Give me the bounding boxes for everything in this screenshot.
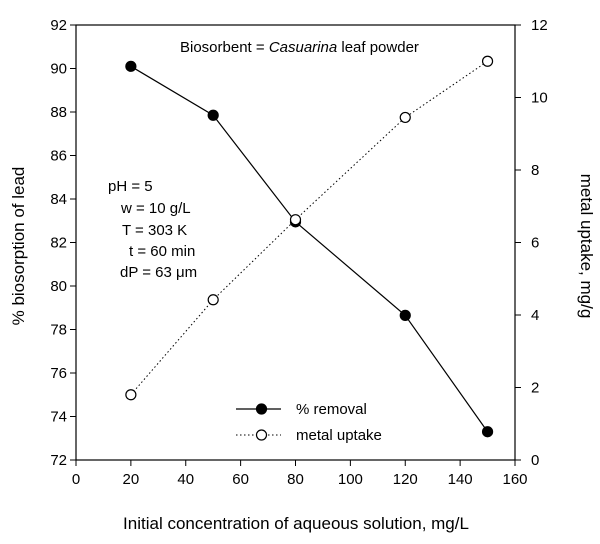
y-tick-label: 88 — [50, 104, 67, 121]
annotation-ph: pH = 5 — [108, 178, 153, 195]
series-1-point — [125, 60, 137, 72]
series-points — [125, 55, 494, 438]
series-2-point — [481, 55, 494, 67]
annotation-w: w = 10 g/L — [120, 200, 191, 217]
annotation-time: t = 60 min — [129, 243, 195, 260]
legend-label-1: % removal — [296, 401, 367, 418]
y-axis-title: % biosorption of lead — [9, 167, 28, 326]
y-tick-label: 76 — [50, 365, 67, 382]
y2-axis-ticks: 0 2 4 6 8 10 12 — [515, 17, 548, 469]
legend-label-2: metal uptake — [296, 427, 382, 444]
y2-tick-label: 6 — [531, 235, 539, 252]
y2-tick-label: 2 — [531, 380, 539, 397]
y2-tick-label: 0 — [531, 452, 539, 469]
x-tick-label: 80 — [287, 471, 304, 488]
biosorbent-suffix: leaf powder — [337, 39, 419, 56]
y-tick-label: 72 — [50, 452, 67, 469]
series-1-point — [399, 309, 411, 321]
y-axis-ticks: 72 74 76 78 80 82 84 86 88 90 92 — [50, 17, 76, 469]
x-tick-label: 100 — [338, 471, 363, 488]
y-tick-label: 82 — [50, 235, 67, 252]
legend-marker-1 — [255, 403, 268, 415]
series-2-point — [207, 294, 219, 306]
annotation-temperature: T = 303 K — [122, 222, 187, 239]
x-axis-title: Initial concentration of aqueous solutio… — [123, 514, 469, 533]
biosorbent-name: Casuarina — [269, 39, 337, 56]
y-tick-label: 84 — [50, 191, 67, 208]
biosorbent-annotation: Biosorbent = Casuarina leaf powder — [180, 39, 419, 56]
legend: % removal metal uptake — [236, 401, 382, 444]
series-1-point — [207, 109, 219, 121]
x-tick-label: 20 — [123, 471, 140, 488]
x-tick-label: 40 — [177, 471, 194, 488]
y2-tick-label: 8 — [531, 162, 539, 179]
x-tick-label: 120 — [393, 471, 418, 488]
y2-tick-label: 12 — [531, 17, 548, 34]
y2-axis-title: metal uptake, mg/g — [577, 174, 596, 319]
annotation-particle-size: dP = 63 μm — [120, 264, 197, 281]
y-tick-label: 90 — [50, 61, 67, 78]
legend-marker-2 — [255, 429, 268, 441]
series-2-point — [289, 214, 302, 226]
x-tick-label: 0 — [72, 471, 80, 488]
y-tick-label: 80 — [50, 278, 67, 295]
series-2-point — [399, 111, 411, 124]
x-axis-ticks: 0 20 40 60 80 100 120 140 160 — [72, 460, 528, 488]
x-tick-label: 160 — [502, 471, 527, 488]
x-tick-label: 140 — [448, 471, 473, 488]
series-2-point — [125, 389, 137, 401]
biosorbent-prefix: Biosorbent = — [180, 39, 269, 56]
y-tick-label: 78 — [50, 322, 67, 339]
y2-tick-label: 10 — [531, 90, 548, 107]
y-tick-label: 74 — [50, 409, 67, 426]
series-1-point — [481, 426, 494, 438]
x-tick-label: 60 — [232, 471, 249, 488]
y-tick-label: 92 — [50, 17, 67, 34]
y-tick-label: 86 — [50, 148, 67, 165]
y2-tick-label: 4 — [531, 307, 539, 324]
